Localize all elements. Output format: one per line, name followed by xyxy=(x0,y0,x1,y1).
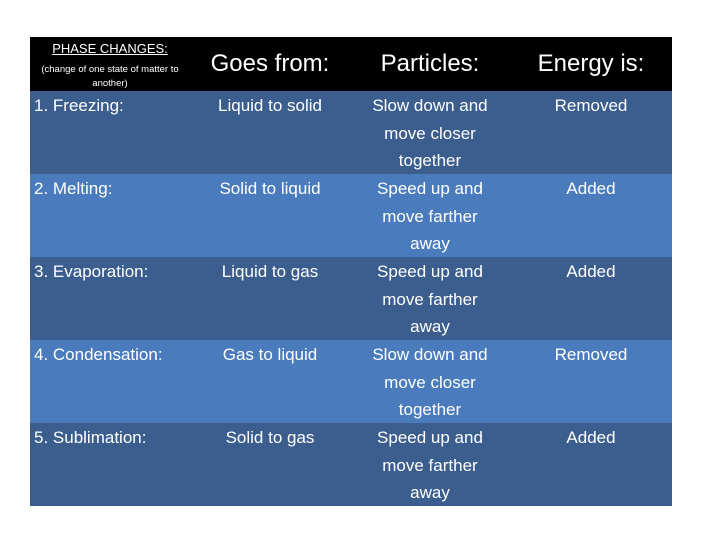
goes-from-cell: Liquid to gas xyxy=(190,257,350,340)
goes-from-cell: Liquid to solid xyxy=(190,91,350,174)
energy-cell: Added xyxy=(510,423,672,506)
goes-from-cell: Solid to liquid xyxy=(190,174,350,257)
phase-name-cell: 5. Sublimation: xyxy=(30,423,190,506)
energy-cell: Removed xyxy=(510,91,672,174)
goes-from-cell: Gas to liquid xyxy=(190,340,350,423)
header-phase-changes-title: PHASE CHANGES: xyxy=(52,41,168,56)
phase-name-cell: 4. Condensation: xyxy=(30,340,190,423)
header-goes-from: Goes from: xyxy=(190,37,350,91)
phase-name-cell: 3. Evaporation: xyxy=(30,257,190,340)
phase-changes-table: PHASE CHANGES: (change of one state of m… xyxy=(30,37,672,506)
header-phase-changes: PHASE CHANGES: (change of one state of m… xyxy=(30,37,190,91)
particles-cell: Speed up and move farther away xyxy=(350,423,510,506)
phase-name-cell: 1. Freezing: xyxy=(30,91,190,174)
header-energy: Energy is: xyxy=(510,37,672,91)
particles-cell: Speed up and move farther away xyxy=(350,257,510,340)
particles-cell: Speed up and move farther away xyxy=(350,174,510,257)
energy-cell: Added xyxy=(510,174,672,257)
header-phase-changes-subtitle: (change of one state of matter to anothe… xyxy=(41,64,179,89)
header-particles: Particles: xyxy=(350,37,510,91)
energy-cell: Removed xyxy=(510,340,672,423)
goes-from-cell: Solid to gas xyxy=(190,423,350,506)
energy-cell: Added xyxy=(510,257,672,340)
particles-cell: Slow down and move closer together xyxy=(350,340,510,423)
particles-cell: Slow down and move closer together xyxy=(350,91,510,174)
phase-name-cell: 2. Melting: xyxy=(30,174,190,257)
